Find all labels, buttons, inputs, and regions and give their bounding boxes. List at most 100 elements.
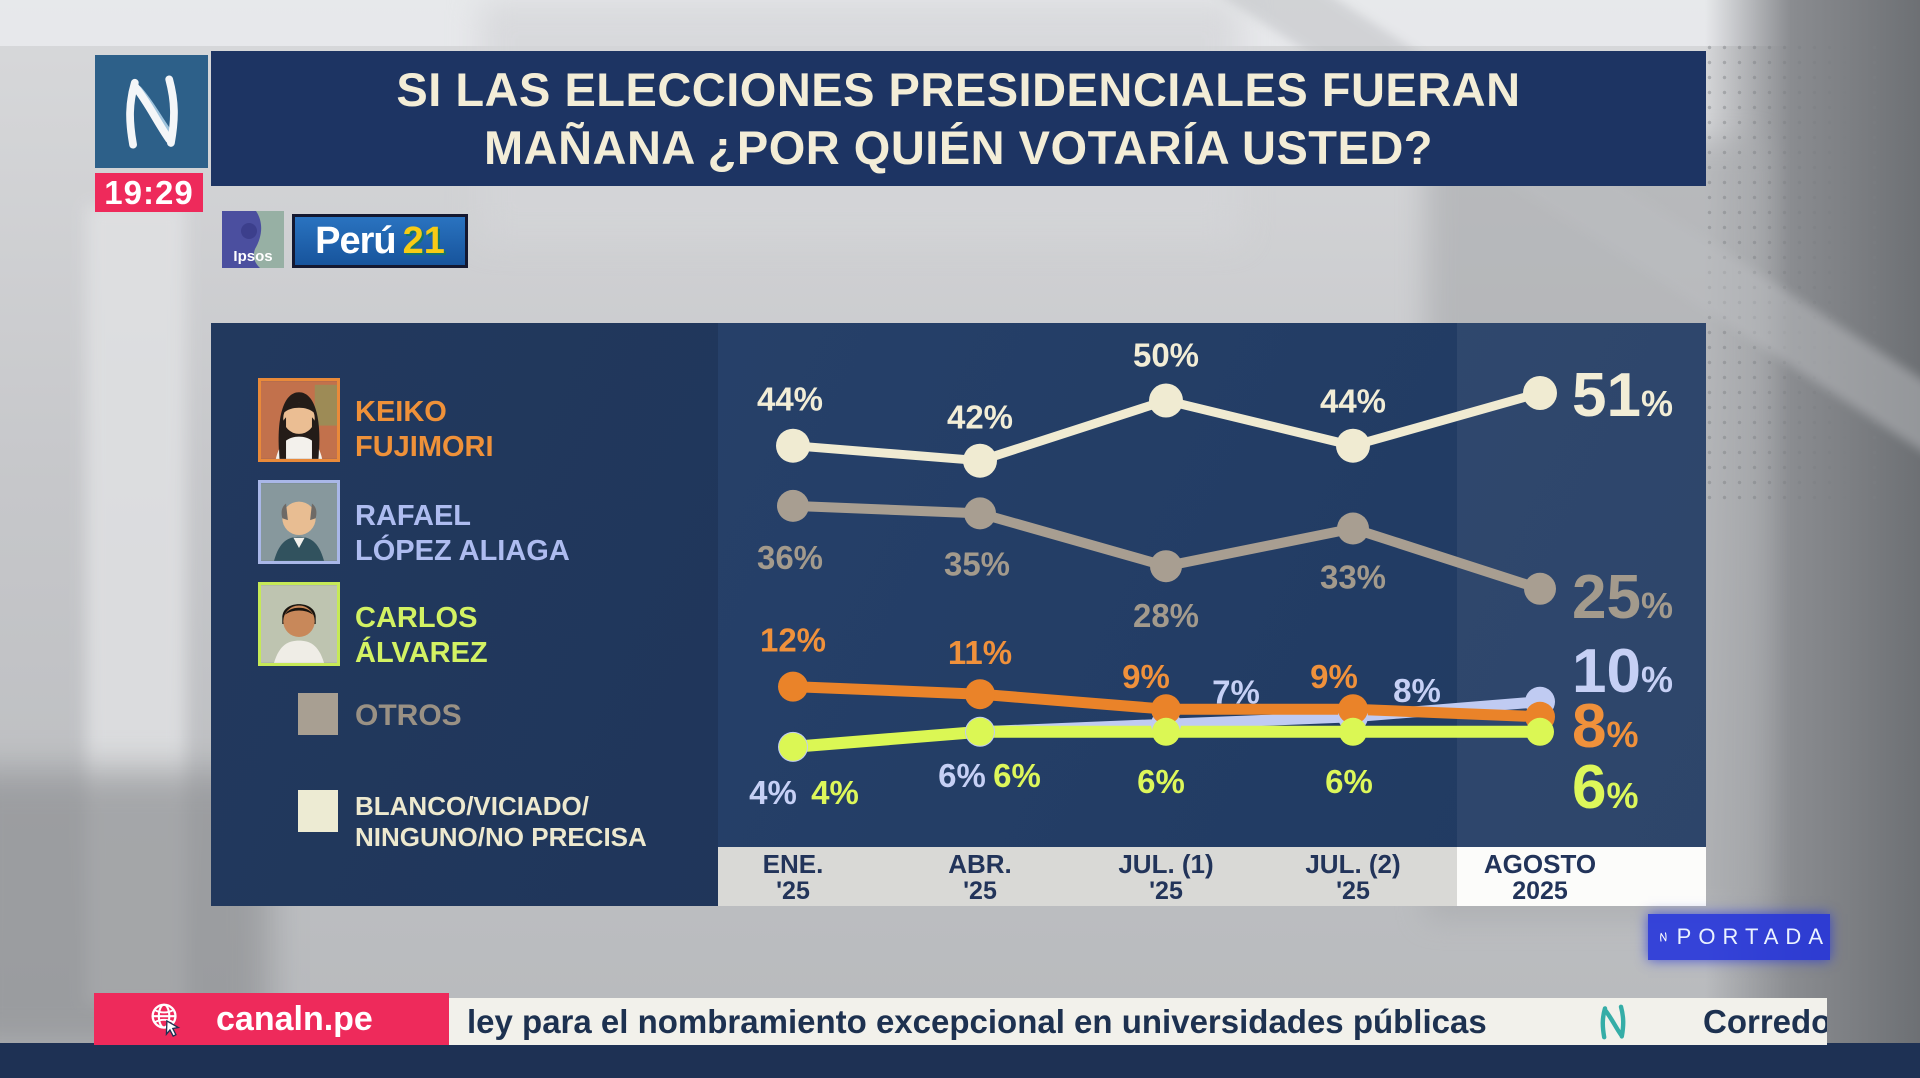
chart-point-keiko-4 — [1338, 694, 1368, 725]
legend-label-blanco: BLANCO/VICIADO/ NINGUNO/NO PRECISA — [355, 791, 647, 853]
chart-label-rla-1: 4% — [749, 774, 797, 811]
chart-point-blanco-2 — [963, 443, 997, 478]
x-axis-label-5: AGOSTO 2025 — [1445, 849, 1635, 905]
canal-n-icon — [125, 74, 178, 149]
chart-point-keiko-3 — [1151, 694, 1181, 725]
legend-label-rla: RAFAEL LÓPEZ ALIAGA — [355, 499, 570, 569]
x-axis-strip: ENE. '25 ABR. '25 JUL. (1) '25 JUL. (2) '25 AGOS… — [718, 847, 1706, 906]
broadcast-clock: 19:29 — [95, 173, 203, 212]
x-axis-label-line2: '25 — [1336, 877, 1370, 905]
chart-point-alvarez-1 — [779, 732, 807, 761]
portada-badge: PORTADA — [1648, 914, 1830, 960]
x-axis-label-3: JUL. (1) '25 — [1071, 849, 1261, 905]
chart-label-keiko-2: 11% — [948, 634, 1012, 671]
chart-point-otros-2 — [964, 497, 996, 530]
website-plate: canaln.pe — [94, 993, 449, 1045]
ipsos-logo-graphic — [222, 211, 284, 268]
background-halftone-dots — [1702, 40, 1877, 510]
chart-point-otros-5 — [1524, 572, 1556, 605]
chart-label-otros-3: 28% — [1133, 597, 1199, 634]
chart-label-alvarez-3: 6% — [1137, 763, 1185, 800]
chart-point-alvarez-2 — [966, 717, 994, 746]
chart-point-otros-3 — [1150, 550, 1182, 583]
ticker-headline: ley para el nombramiento excepcional en … — [467, 1003, 1487, 1040]
portada-n-icon — [1660, 932, 1667, 942]
legend-keiko-line1: KEIKO — [355, 396, 447, 428]
chart-point-alvarez-5 — [1526, 717, 1554, 746]
x-axis-label-4: JUL. (2) '25 — [1258, 849, 1448, 905]
x-axis-label-line1: ENE. — [762, 849, 824, 879]
keiko-fujimori-photo — [258, 378, 340, 462]
chart-plot-background — [718, 323, 1706, 906]
chart-point-alvarez-3 — [1152, 717, 1180, 746]
chart-final-label-otros: 25% — [1572, 563, 1673, 632]
ticker-navy-band — [0, 1043, 1920, 1078]
chart-point-keiko-2 — [965, 679, 995, 710]
x-axis-label-line1: AGOSTO — [1483, 849, 1597, 879]
x-axis-label-2: ABR. '25 — [885, 849, 1075, 905]
chart-label-rla-4: 8% — [1393, 672, 1441, 709]
x-axis-label-line2: '25 — [1149, 877, 1183, 905]
chart-label-keiko-1: 12% — [760, 622, 826, 659]
globe-icon — [151, 1003, 181, 1037]
peru21-logo: Perú 21 — [292, 214, 468, 268]
legend-keiko-line2: FUJIMORI — [355, 431, 494, 463]
poll-question-line1: SI LAS ELECCIONES PRESIDENCIALES FUERAN — [396, 62, 1521, 116]
chart-point-blanco-4 — [1336, 428, 1370, 463]
legend-label-otros: OTROS — [355, 699, 462, 732]
portada-label: PORTADA — [1676, 924, 1830, 949]
ticker-n-icon — [1600, 1004, 1626, 1040]
legend-swatch-otros — [298, 693, 338, 735]
rla-portrait — [261, 483, 337, 561]
legend-label-alvarez: CARLOS ÁLVAREZ — [355, 601, 488, 671]
legend-alvarez-line2: ÁLVAREZ — [355, 637, 488, 669]
poll-question-line2: MAÑANA ¿POR QUIÉN VOTARÍA USTED? — [483, 120, 1434, 174]
chart-point-otros-4 — [1337, 512, 1369, 545]
latest-column-highlight — [1457, 323, 1706, 847]
chart-label-otros-1: 36% — [757, 539, 823, 576]
chart-label-otros-4: 33% — [1320, 559, 1386, 596]
chart-point-keiko-1 — [778, 671, 808, 702]
chart-final-label-rla: 10% — [1572, 637, 1673, 706]
chart-final-label-alvarez: 6% — [1572, 753, 1639, 822]
peru21-word: Perú — [315, 219, 396, 262]
chart-label-rla-2: 6% — [938, 757, 986, 794]
canal-n-logo — [95, 55, 208, 168]
x-axis-label-line1: JUL. (2) — [1305, 849, 1401, 879]
poll-line-chart: 36% 35%28%33% 25%44% 42%50%44% 51%4% 6%7% 8% 10… — [749, 337, 1673, 823]
keiko-portrait — [261, 381, 337, 459]
legend-swatch-blanco — [298, 790, 338, 832]
legend-rla-line2: LÓPEZ ALIAGA — [355, 535, 570, 567]
chart-label-otros-2: 35% — [944, 545, 1010, 582]
chart-final-label-keiko: 8% — [1572, 692, 1639, 761]
chart-point-alvarez-4 — [1339, 717, 1367, 746]
ticker-next-headline: Corredo — [1703, 1003, 1827, 1040]
chart-label-blanco-2: 42% — [947, 399, 1013, 436]
ipsos-logo: Ipsos — [222, 211, 284, 268]
carlos-alvarez-photo — [258, 582, 340, 666]
chart-label-blanco-4: 44% — [1320, 383, 1386, 420]
poll-question-banner: SI LAS ELECCIONES PRESIDENCIALES FUERAN … — [211, 51, 1706, 186]
background-collage — [86, 205, 186, 1005]
chart-point-blanco-1 — [776, 428, 810, 463]
background-collage — [0, 0, 1920, 46]
x-axis-label-line1: ABR. — [948, 849, 1012, 879]
x-axis-label-line2: '25 — [963, 877, 997, 905]
ipsos-label: Ipsos — [233, 248, 273, 265]
chart-label-alvarez-1: 4% — [811, 774, 859, 811]
legend-alvarez-line1: CARLOS — [355, 602, 478, 634]
x-axis-label-line1: JUL. (1) — [1118, 849, 1214, 879]
legend-blanco-line2: NINGUNO/NO PRECISA — [355, 822, 647, 852]
website-url: canaln.pe — [216, 1000, 373, 1038]
chart-label-blanco-1: 44% — [757, 381, 823, 418]
chart-label-blanco-3: 50% — [1133, 337, 1199, 374]
legend-label-keiko: KEIKO FUJIMORI — [355, 395, 494, 465]
rafael-lopez-aliaga-photo — [258, 480, 340, 564]
chart-label-alvarez-4: 6% — [1325, 763, 1373, 800]
legend-rla-line1: RAFAEL — [355, 500, 471, 532]
news-ticker: ley para el nombramiento excepcional en … — [449, 998, 1827, 1045]
x-axis-label-line2: '25 — [776, 877, 810, 905]
chart-label-rla-3: 7% — [1212, 673, 1260, 710]
x-axis-label-1: ENE. '25 — [698, 849, 888, 905]
